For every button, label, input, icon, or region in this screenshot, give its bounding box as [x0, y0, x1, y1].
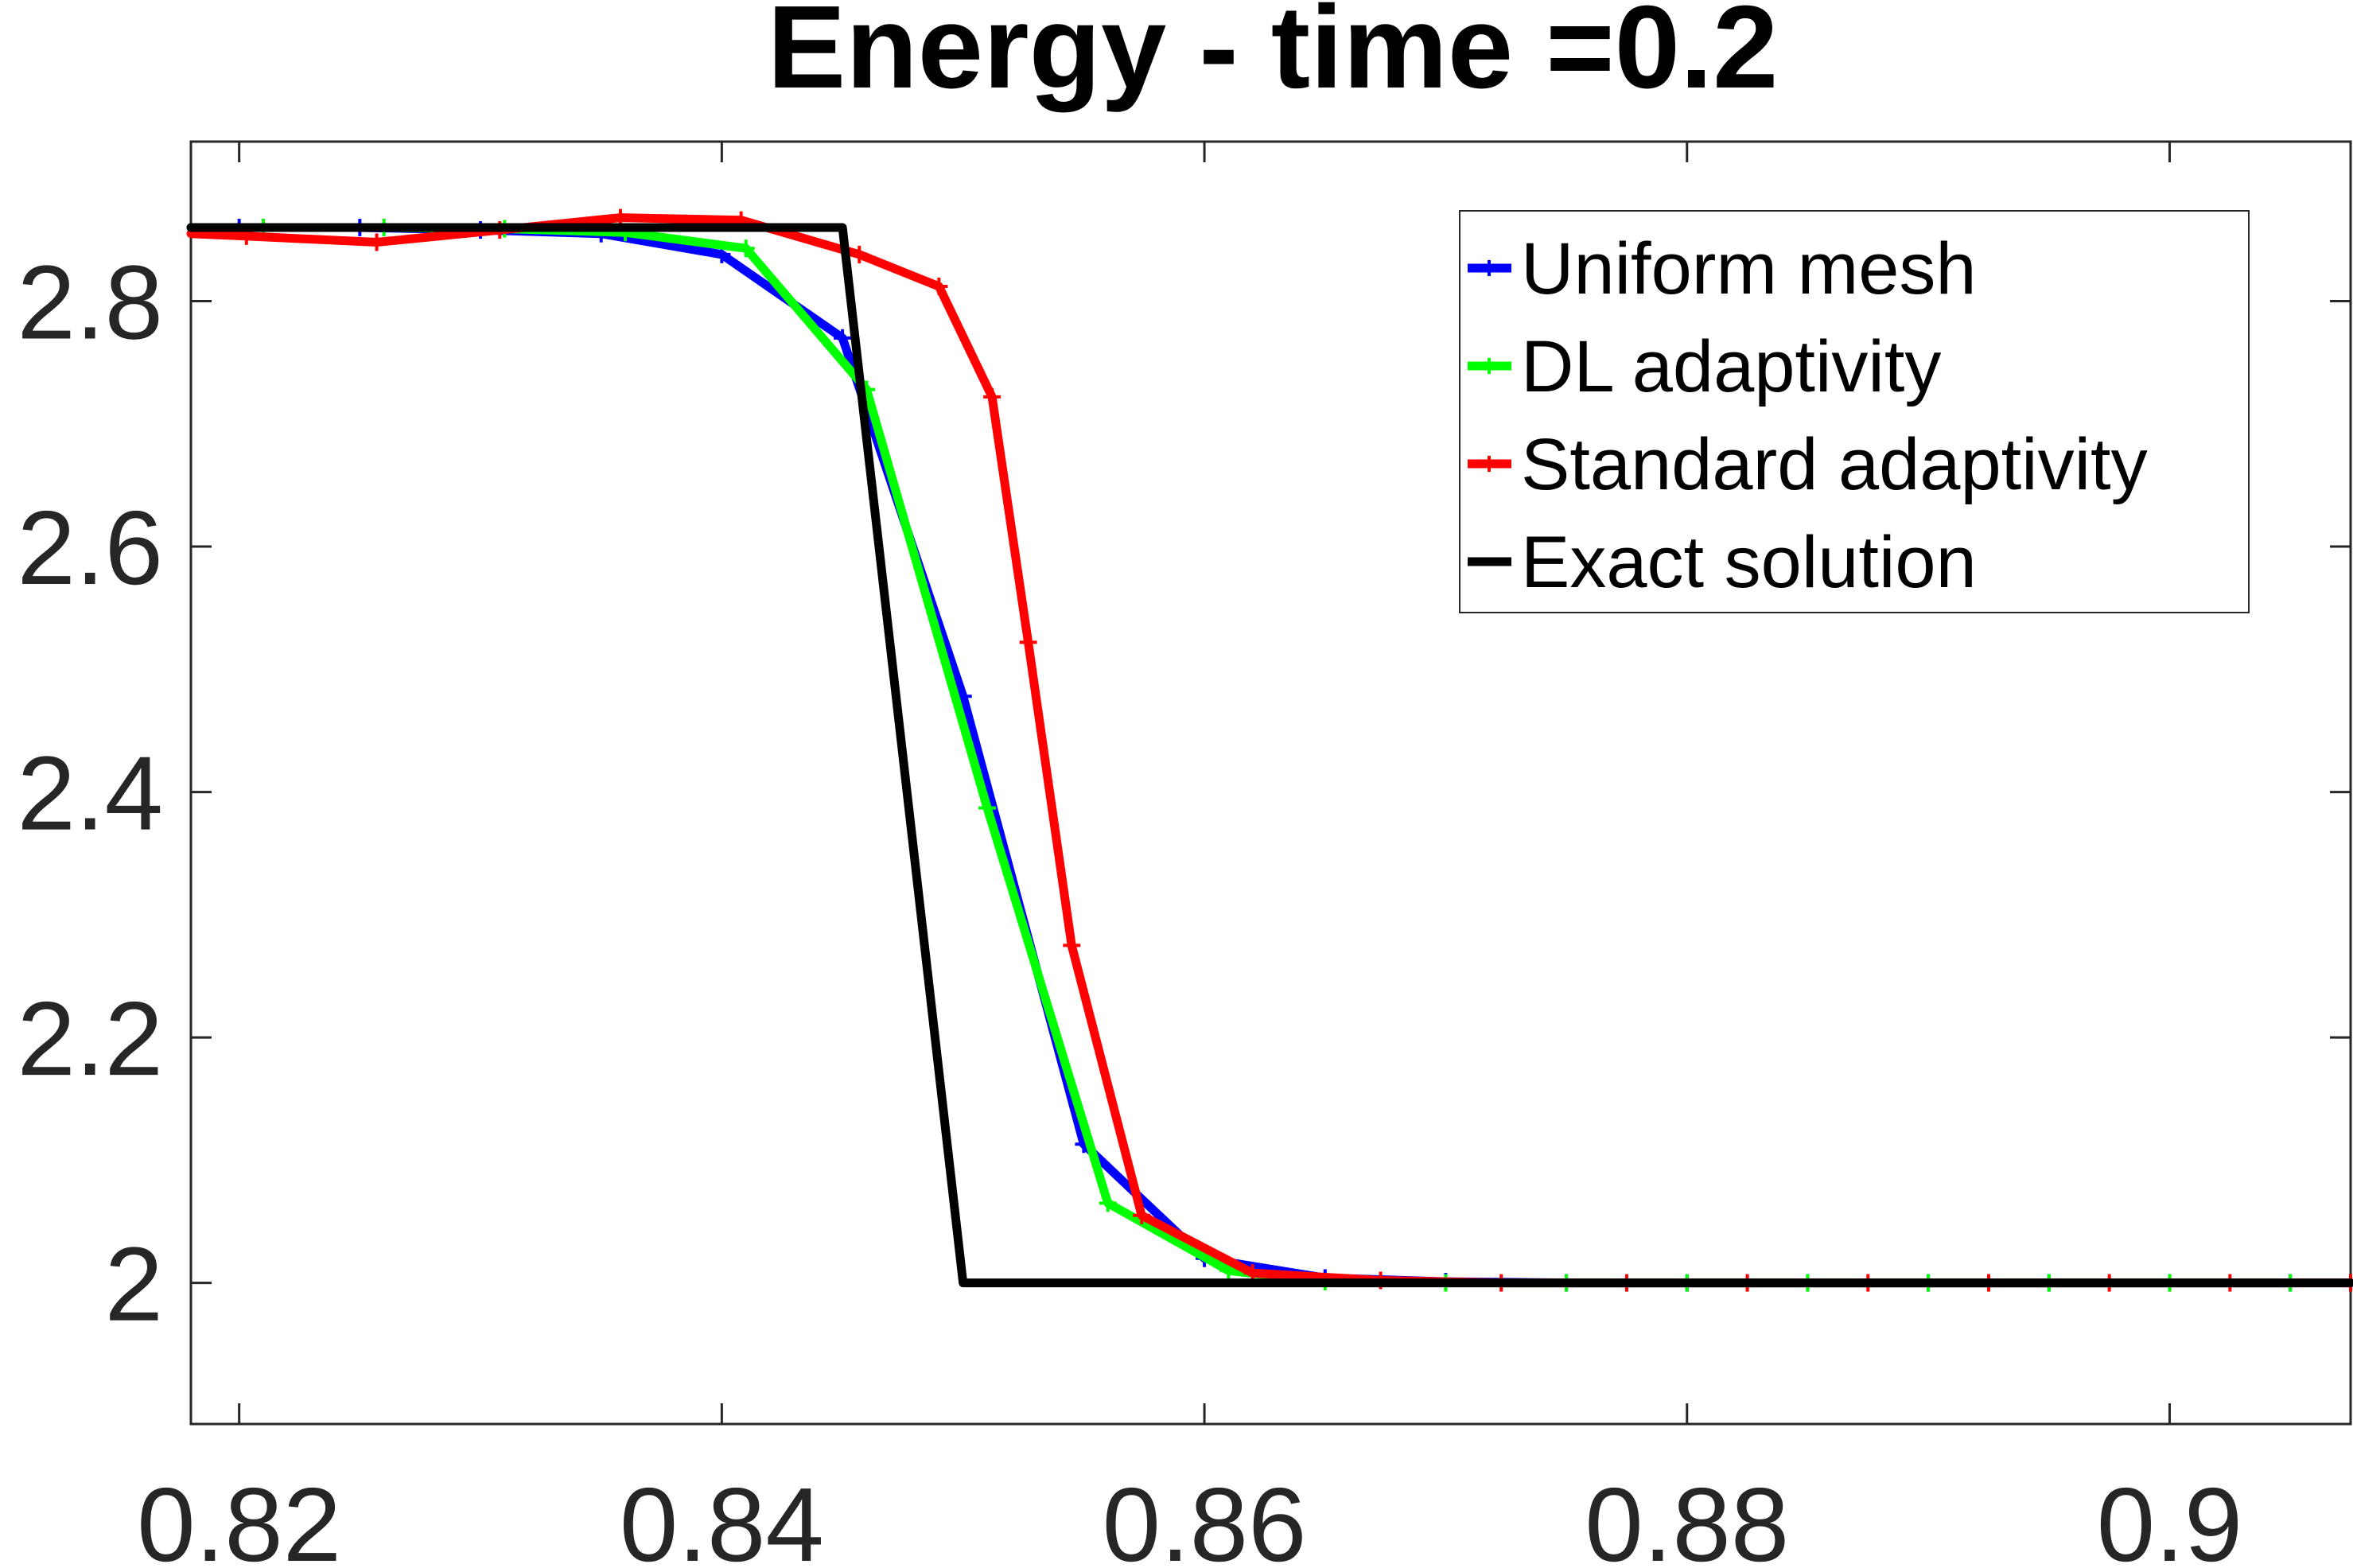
- legend-item-uniform-mesh: Uniform mesh: [1468, 228, 1977, 309]
- standard-adaptivity-point: [983, 387, 1001, 406]
- y-tick-label: 2.8: [18, 244, 164, 361]
- legend-item-dl-adaptivity: DL adaptivity: [1468, 326, 1941, 407]
- chart-title: Energy - time =0.2: [768, 0, 1779, 113]
- legend-label: DL adaptivity: [1521, 326, 1941, 407]
- legend-item-standard-adaptivity: Standard adaptivity: [1468, 424, 2148, 505]
- x-tick-label: 0.86: [1103, 1466, 1307, 1568]
- x-tick-label: 0.88: [1585, 1466, 1789, 1568]
- standard-adaptivity-point: [368, 233, 386, 251]
- y-tick-label: 2: [105, 1226, 163, 1343]
- legend: Uniform mesh DL adaptivity Standard adapti…: [1459, 210, 2250, 613]
- legend-label: Standard adaptivity: [1521, 424, 2148, 505]
- standard-adaptivity-point: [850, 245, 869, 263]
- dl-adaptivity-point: [978, 799, 997, 817]
- legend-label: Uniform mesh: [1521, 228, 1977, 309]
- series-exact-solution: [186, 223, 2353, 1288]
- standard-adaptivity-point: [1019, 633, 1037, 652]
- series-layer: [186, 208, 2353, 1292]
- x-tick-label: 0.82: [137, 1466, 341, 1568]
- axis-ticks: 0.82 0.84 0.86 0.88 0.9 2 2.2 2.4 2.6 2.8: [18, 142, 2351, 1568]
- x-tick-label: 0.84: [620, 1466, 824, 1568]
- dl-adaptivity-point: [1099, 1194, 1117, 1212]
- y-tick-label: 2.2: [18, 980, 164, 1097]
- legend-label: Exact solution: [1521, 522, 1977, 603]
- legend-item-exact-solution: Exact solution: [1468, 522, 1977, 603]
- legend-box: [1459, 210, 2250, 613]
- y-tick-label: 2.6: [18, 489, 164, 606]
- standard-adaptivity-point: [1133, 1206, 1151, 1224]
- uniform-mesh-point: [834, 329, 852, 347]
- exact-solution-line: [186, 223, 2353, 1288]
- dl-adaptivity-point: [737, 239, 755, 258]
- standard-adaptivity-point: [1063, 936, 1081, 955]
- standard-adaptivity-point: [930, 278, 948, 296]
- y-tick-label: 2.4: [18, 735, 164, 852]
- x-tick-label: 0.9: [2097, 1466, 2243, 1568]
